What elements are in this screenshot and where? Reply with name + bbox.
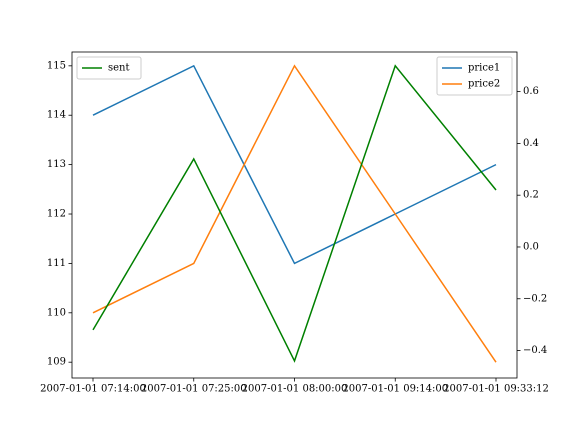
x-tick-label: 2007-01-01 08:00:00 [242,384,348,395]
legend-label: price1 [468,63,500,74]
x-tick-label: 2007-01-01 09:14:00 [342,384,448,395]
y-tick-label: 112 [47,209,66,220]
y2-tick-label: 0.4 [523,138,539,149]
y-tick-label: 114 [47,110,66,121]
y2-tick-label: 0.0 [523,241,539,252]
y-tick-label: 113 [47,159,66,170]
x-tick-label: 2007-01-01 07:25:00 [141,384,247,395]
legend-label: price2 [468,79,500,90]
x-tick-label: 2007-01-01 09:33:12 [443,384,549,395]
plot-frame [71,51,518,379]
y2-tick-label: −0.2 [523,293,547,304]
y2-tick-label: −0.4 [523,345,547,356]
legend-label: sent [108,63,130,74]
series-line [92,64,497,265]
series-line [92,64,497,363]
y2-tick-label: 0.6 [523,86,539,97]
series-line [92,64,497,363]
legend-box [76,56,142,80]
y-tick-label: 109 [47,357,66,368]
y-tick-label: 110 [47,307,66,318]
x-tick-label: 2007-01-01 07:14:00 [40,384,146,395]
y-tick-label: 111 [47,258,66,269]
legend-box [436,56,513,96]
y2-tick-label: 0.2 [523,190,539,201]
y-tick-label: 115 [47,60,66,71]
